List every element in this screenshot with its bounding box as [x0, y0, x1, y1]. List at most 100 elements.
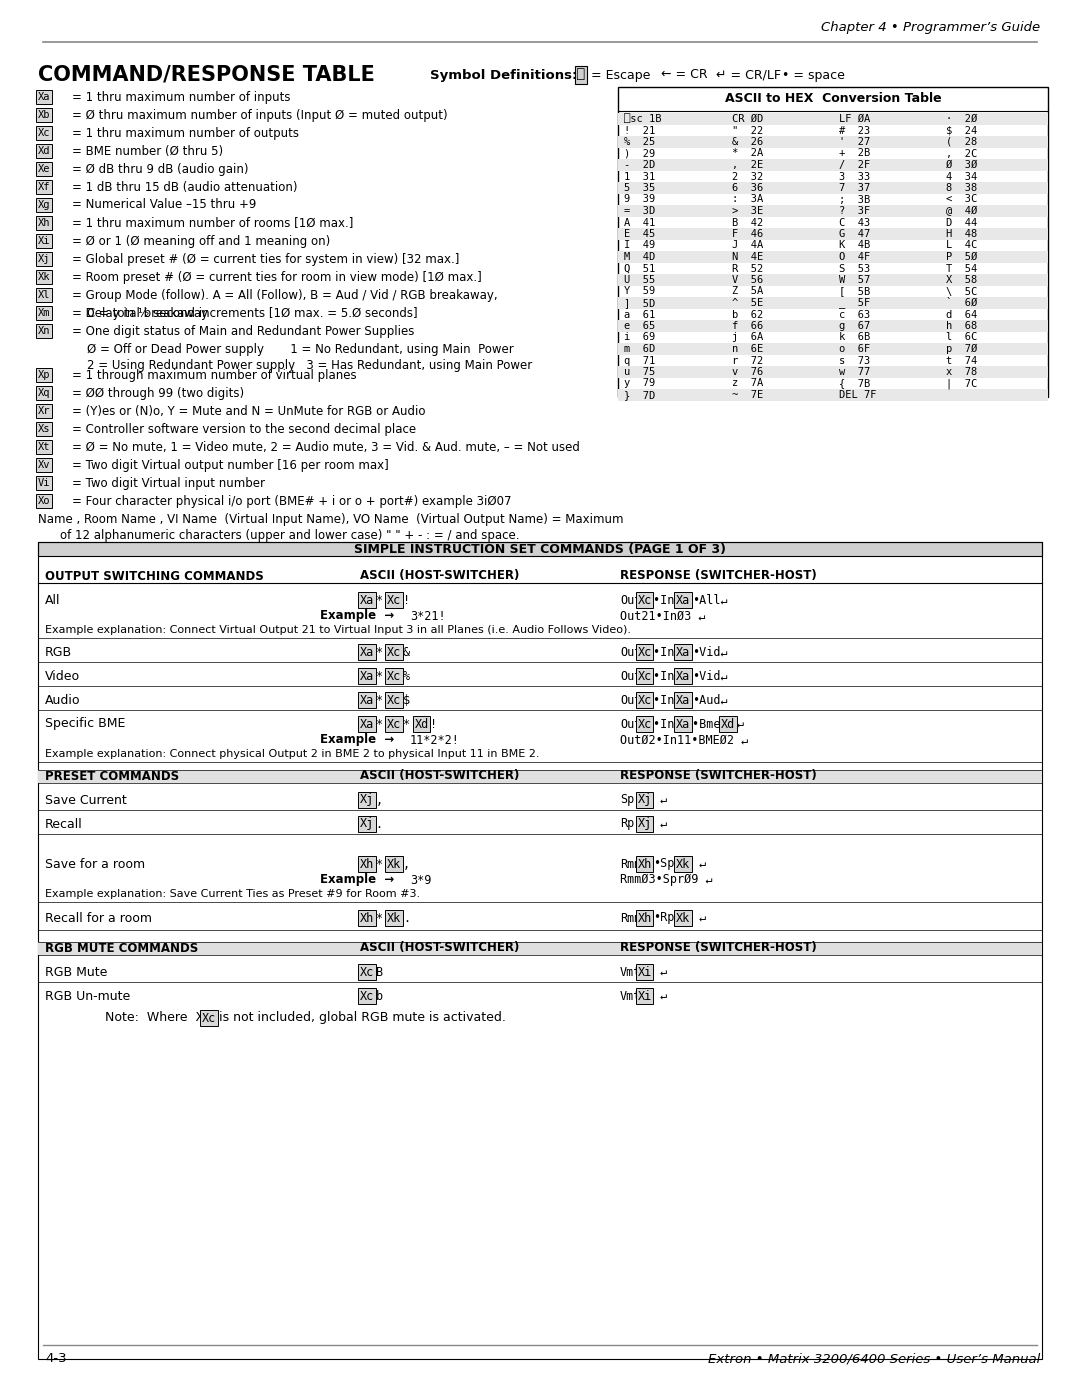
Text: (  28: ( 28 [946, 137, 977, 147]
Text: Xn: Xn [38, 326, 51, 337]
Text: Y  59: Y 59 [624, 286, 656, 296]
Text: Out21•InØ3 ↵: Out21•InØ3 ↵ [620, 609, 705, 623]
Text: Vmt: Vmt [620, 965, 642, 978]
Text: Xm: Xm [38, 307, 51, 319]
Text: Specific BME: Specific BME [45, 718, 125, 731]
Text: C = total breakaway: C = total breakaway [72, 306, 208, 320]
Text: = Two digit Virtual input number: = Two digit Virtual input number [72, 476, 265, 489]
Bar [833, 251, 941, 263]
Text: RGB MUTE COMMANDS: RGB MUTE COMMANDS [45, 942, 199, 954]
Text: *: * [376, 718, 390, 731]
Text: •Rpr: •Rpr [653, 911, 681, 925]
Bar [833, 298, 941, 309]
Text: N  4E: N 4E [731, 251, 762, 263]
Text: ,: , [403, 858, 410, 870]
Text: @  4Ø: @ 4Ø [946, 205, 977, 217]
Text: G  47: G 47 [839, 229, 870, 239]
Text: "  22: " 22 [731, 126, 762, 136]
Text: A  41: A 41 [624, 218, 656, 228]
Text: S  53: S 53 [839, 264, 870, 274]
Bar [726, 228, 833, 240]
Text: h  68: h 68 [946, 321, 977, 331]
Text: Ø = Off or Dead Power supply       1 = No Redundant, using Main  Power: Ø = Off or Dead Power supply 1 = No Redu… [72, 342, 514, 355]
Text: •In: •In [653, 693, 681, 707]
Bar [941, 366, 1048, 377]
Text: Audio: Audio [45, 693, 81, 707]
Text: = Ø or 1 (Ø meaning off and 1 meaning on): = Ø or 1 (Ø meaning off and 1 meaning on… [72, 235, 330, 247]
Bar [941, 274, 1048, 286]
Text: i  69: i 69 [624, 332, 656, 342]
Text: Xo: Xo [38, 496, 51, 506]
Text: Xa: Xa [676, 718, 690, 731]
Text: L  4C: L 4C [946, 240, 977, 250]
Text: Xc: Xc [637, 645, 651, 658]
Text: Xq: Xq [38, 388, 51, 398]
Text: 1  31: 1 31 [624, 172, 656, 182]
Text: Vmt: Vmt [620, 989, 642, 1003]
Text: Xp: Xp [38, 370, 51, 380]
Text: •Vid↵: •Vid↵ [692, 645, 728, 658]
Text: 2  32: 2 32 [731, 172, 762, 182]
Text: %  25: % 25 [624, 137, 656, 147]
Text: Out: Out [620, 718, 642, 731]
Text: Xf: Xf [38, 182, 51, 191]
Text: Xd: Xd [38, 147, 51, 156]
Text: '  27: ' 27 [839, 137, 870, 147]
Text: Example explanation: Connect Virtual Output 21 to Virtual Input 3 in all Planes : Example explanation: Connect Virtual Out… [45, 624, 631, 636]
Text: ↵: ↵ [653, 817, 667, 830]
Text: Example  →: Example → [320, 873, 394, 887]
Text: Xk: Xk [388, 858, 402, 870]
Text: •Aud↵: •Aud↵ [692, 693, 728, 707]
Text: /  2F: / 2F [839, 161, 870, 170]
Text: = ØØ through 99 (two digits): = ØØ through 99 (two digits) [72, 387, 244, 400]
Bar [618, 298, 726, 309]
Text: Ø  3Ø: Ø 3Ø [946, 161, 977, 170]
Text: = Numerical Value –15 thru +9: = Numerical Value –15 thru +9 [72, 198, 256, 211]
Text: ^  5E: ^ 5E [731, 298, 762, 307]
Text: {  7B: { 7B [839, 379, 870, 388]
Bar [726, 251, 833, 263]
Text: I  49: I 49 [624, 240, 656, 250]
Text: •In: •In [653, 718, 681, 731]
Text: Symbol Definitions:: Symbol Definitions: [430, 68, 578, 81]
Text: Xs: Xs [38, 425, 51, 434]
Bar [618, 390, 726, 401]
Text: Out: Out [620, 594, 642, 606]
Text: [  5B: [ 5B [839, 286, 870, 296]
Text: _  5F: _ 5F [839, 298, 870, 309]
Text: Xv: Xv [38, 460, 51, 469]
Text: ↵: ↵ [653, 989, 667, 1003]
Text: %: % [403, 669, 410, 683]
Text: 11*2*2!: 11*2*2! [410, 733, 460, 746]
Text: Z  5A: Z 5A [731, 286, 762, 296]
Text: !: ! [403, 594, 410, 606]
Bar [38, 542, 1042, 1359]
Text: Out: Out [620, 693, 642, 707]
Bar [833, 274, 941, 286]
Bar [941, 320, 1048, 331]
Text: !  21: ! 21 [624, 126, 656, 136]
Text: =  3D: = 3D [624, 205, 656, 217]
Bar [38, 770, 1042, 782]
Text: Xg: Xg [38, 200, 51, 210]
Bar [618, 137, 726, 148]
Text: Xa: Xa [360, 693, 375, 707]
Text: Xj: Xj [637, 817, 651, 830]
Text: = Global preset # (Ø = current ties for system in view) [32 max.]: = Global preset # (Ø = current ties for … [72, 253, 459, 265]
Bar [941, 390, 1048, 401]
Bar [618, 344, 726, 355]
Bar [941, 113, 1048, 124]
Text: Xc: Xc [637, 718, 651, 731]
Text: x  78: x 78 [946, 367, 977, 377]
Text: Out: Out [620, 645, 642, 658]
Text: \  5C: \ 5C [946, 286, 977, 296]
Bar [941, 182, 1048, 194]
Text: ↵: ↵ [653, 965, 667, 978]
Text: Xc: Xc [202, 1011, 216, 1024]
Bar [38, 942, 1042, 956]
Text: CR ØD: CR ØD [731, 115, 762, 124]
Text: Extron • Matrix 3200/6400 Series • User’s Manual: Extron • Matrix 3200/6400 Series • User’… [707, 1352, 1040, 1365]
Text: RGB Un-mute: RGB Un-mute [45, 989, 131, 1003]
Text: COMMAND/RESPONSE TABLE: COMMAND/RESPONSE TABLE [38, 66, 375, 85]
Text: y  79: y 79 [624, 379, 656, 388]
